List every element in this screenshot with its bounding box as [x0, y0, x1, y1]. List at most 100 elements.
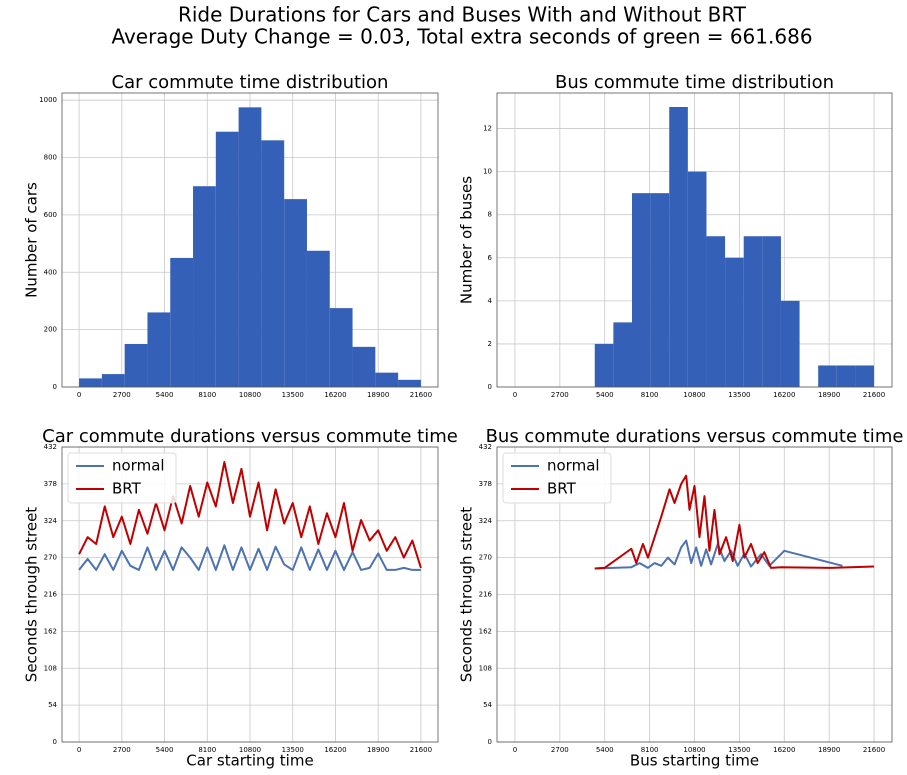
- x-tick-label: 5400: [596, 391, 614, 399]
- axes-frame: [496, 92, 893, 388]
- legend-label: normal: [112, 457, 165, 475]
- x-tick-label: 5400: [156, 391, 174, 399]
- bar: [631, 193, 651, 387]
- y-tick-label: 12: [483, 125, 492, 133]
- y-tick-label: 432: [479, 443, 492, 451]
- x-tick-label: 2700: [551, 746, 569, 754]
- figure-subtitle: Average Duty Change = 0.03, Total extra …: [111, 25, 812, 49]
- x-tick-label: 10800: [239, 746, 261, 754]
- y-tick-label: 108: [479, 664, 492, 672]
- y-tick-label: 600: [44, 211, 57, 219]
- bar: [124, 343, 148, 387]
- x-tick-label: 13500: [282, 746, 304, 754]
- y-tick-label: 270: [44, 554, 57, 562]
- y-tick-label: 54: [483, 701, 492, 709]
- x-tick-label: 13500: [282, 391, 304, 399]
- y-tick-label: 324: [44, 517, 58, 525]
- y-tick-label: 2: [488, 340, 492, 348]
- legend-label: normal: [547, 457, 600, 475]
- x-tick-label: 0: [77, 746, 81, 754]
- x-tick-label: 2700: [113, 391, 131, 399]
- y-tick-label: 4: [488, 297, 493, 305]
- subplot-title: Car commute time distribution: [112, 72, 389, 93]
- y-tick-label: 0: [488, 383, 492, 391]
- subplot: Car commute durations versus commute tim…: [23, 426, 458, 770]
- x-tick-label: 2700: [113, 746, 131, 754]
- x-tick-label: 8100: [198, 391, 216, 399]
- bar: [594, 343, 614, 387]
- y-tick-label: 54: [48, 701, 57, 709]
- x-tick-label: 10800: [683, 746, 705, 754]
- axes-frame: [61, 446, 439, 743]
- axes-frame: [61, 92, 439, 388]
- subplot: Car commute time distribution Number of c…: [23, 72, 439, 399]
- y-tick-label: 0: [53, 383, 57, 391]
- x-tick-label: 10800: [683, 391, 705, 399]
- bar: [398, 379, 421, 387]
- y-axis-label: Seconds through street: [23, 507, 41, 682]
- y-tick-label: 270: [479, 554, 492, 562]
- bar: [79, 378, 102, 387]
- y-tick-label: 0: [488, 738, 492, 746]
- bar: [650, 193, 670, 387]
- x-tick-label: 21600: [410, 391, 432, 399]
- y-tick-label: 162: [44, 627, 57, 635]
- bar: [284, 199, 307, 387]
- y-tick-label: 1000: [39, 96, 57, 104]
- x-tick-label: 16200: [773, 391, 795, 399]
- x-tick-label: 21600: [863, 391, 885, 399]
- bar: [613, 322, 632, 387]
- bar: [687, 171, 707, 387]
- line: [78, 461, 422, 569]
- bar: [261, 140, 285, 387]
- figure-title: Ride Durations for Cars and Buses With a…: [178, 3, 747, 27]
- x-tick-label: 21600: [410, 746, 432, 754]
- y-axis-label: Number of buses: [458, 176, 476, 304]
- subplot: Bus commute durations versus commute tim…: [458, 426, 904, 770]
- y-tick-label: 0: [53, 738, 57, 746]
- bar: [329, 308, 353, 387]
- x-tick-label: 0: [513, 391, 517, 399]
- subplot-title: Car commute durations versus commute tim…: [42, 426, 458, 447]
- bar: [818, 365, 837, 387]
- bar: [743, 236, 763, 387]
- x-tick-label: 18900: [367, 746, 389, 754]
- subplot-title: Bus commute durations versus commute tim…: [486, 426, 904, 447]
- y-tick-label: 162: [479, 627, 492, 635]
- x-tick-label: 21600: [863, 746, 885, 754]
- bar: [238, 107, 262, 387]
- y-axis-label: Number of cars: [23, 182, 41, 298]
- x-tick-label: 5400: [156, 746, 174, 754]
- subplot: Bus commute time distribution Number of b…: [458, 72, 893, 399]
- bar: [706, 236, 726, 387]
- line: [78, 544, 421, 571]
- x-tick-label: 0: [77, 391, 81, 399]
- y-tick-label: 324: [479, 517, 493, 525]
- bar: [855, 365, 875, 387]
- y-tick-label: 400: [44, 268, 57, 276]
- axes-frame: [496, 446, 893, 743]
- y-tick-label: 10: [483, 168, 492, 176]
- y-tick-label: 800: [44, 154, 57, 162]
- bar: [352, 346, 376, 387]
- line: [594, 539, 843, 570]
- line: [594, 474, 875, 570]
- x-tick-label: 10800: [239, 391, 261, 399]
- x-tick-label: 0: [513, 746, 517, 754]
- bar: [780, 300, 800, 387]
- y-tick-label: 108: [44, 664, 57, 672]
- y-tick-label: 216: [44, 591, 58, 599]
- x-tick-label: 18900: [818, 391, 840, 399]
- x-tick-label: 8100: [641, 746, 659, 754]
- x-tick-label: 16200: [324, 746, 346, 754]
- bar: [215, 131, 239, 387]
- y-tick-label: 432: [44, 443, 57, 451]
- legend-label: BRT: [112, 480, 142, 498]
- x-tick-label: 8100: [198, 746, 216, 754]
- bar: [375, 372, 399, 387]
- y-tick-label: 6: [488, 254, 493, 262]
- x-tick-label: 18900: [367, 391, 389, 399]
- x-tick-label: 8100: [641, 391, 659, 399]
- bar: [147, 312, 171, 387]
